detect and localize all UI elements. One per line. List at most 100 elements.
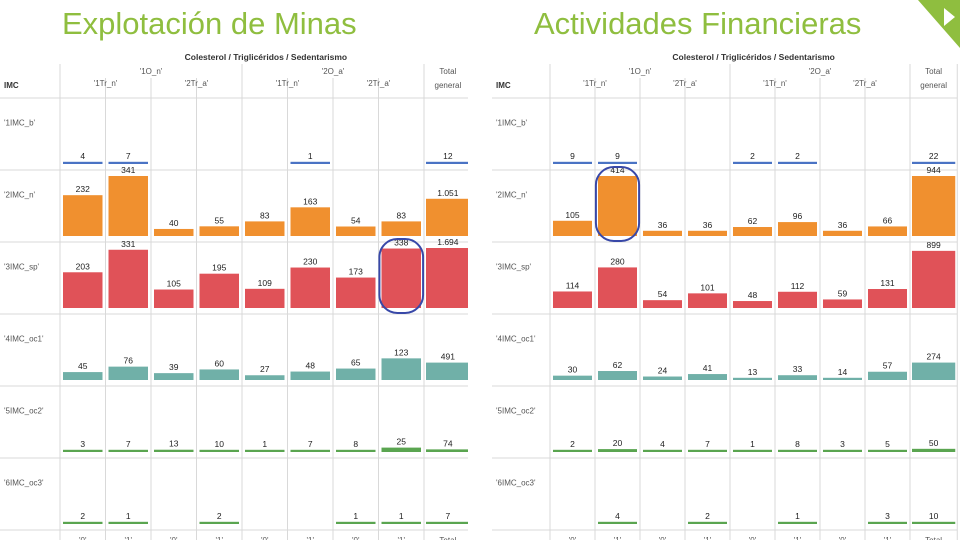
data-bar [199,521,239,524]
data-label: 105 [167,279,181,289]
total-bar [912,362,956,380]
row-label: '6IMC_oc3' [4,478,44,487]
data-bar [733,377,772,380]
chart-title: Colesterol / Triglicéridos / Sedentarism… [185,52,348,62]
data-label: 62 [748,216,758,226]
data-label: 36 [658,220,668,230]
data-bar [290,371,330,380]
data-bar [63,372,103,380]
data-bar [733,449,772,452]
bottom-label: '1' [124,536,132,540]
data-label: 3 [840,439,845,449]
data-label: 83 [397,210,407,220]
data-bar [108,249,148,308]
data-bar [336,521,376,524]
data-bar [245,449,285,452]
data-label: 54 [658,289,668,299]
row-label: '4IMC_oc1' [4,334,44,343]
data-label: 1 [750,439,755,449]
data-bar [688,230,727,236]
data-bar [381,221,421,236]
total-label: 22 [929,151,939,161]
data-label: 230 [303,257,317,267]
row-label: '5IMC_oc2' [4,406,44,415]
data-bar [199,273,239,308]
data-label: 1 [795,511,800,521]
data-bar [688,374,727,380]
total-bar [426,362,468,380]
data-bar [154,449,194,452]
total-label: 274 [927,352,941,362]
data-label: 1 [353,511,358,521]
data-bar [868,289,907,308]
data-bar [733,301,772,308]
data-label: 20 [613,438,623,448]
data-bar [63,272,103,308]
data-label: 195 [212,263,226,273]
data-label: 280 [610,256,624,266]
column-header: '1Tr_n' [763,79,787,88]
data-label: 27 [260,364,270,374]
data-bar [63,521,103,524]
row-label: '5IMC_oc2' [496,406,536,415]
data-bar [108,449,148,452]
bottom-label: '1' [794,536,802,540]
data-label: 3 [80,439,85,449]
data-label: 48 [748,290,758,300]
data-bar [63,449,103,452]
data-label: 9 [570,151,575,161]
data-bar [290,161,330,164]
data-label: 30 [568,365,578,375]
data-label: 39 [169,362,179,372]
data-bar [290,207,330,236]
group-header: '1O_n' [140,67,163,76]
total-label: 491 [441,352,455,362]
data-label: 41 [703,363,713,373]
data-bar [245,221,285,236]
data-label: 14 [838,367,848,377]
data-label: 173 [349,267,363,277]
data-bar [778,222,817,236]
data-label: 131 [880,278,894,288]
bottom-label: Total [439,536,456,540]
data-label: 341 [121,165,135,175]
data-bar [598,521,637,524]
data-bar [290,267,330,308]
data-label: 83 [260,210,270,220]
data-bar [381,447,421,452]
row-label: '2IMC_n' [496,190,528,199]
data-bar [381,521,421,524]
data-bar [245,375,285,380]
data-label: 114 [566,280,580,290]
column-header-total: Total [925,67,942,76]
data-bar [643,230,682,236]
data-bar [643,449,682,452]
total-label: 1.051 [437,188,459,198]
data-bar [643,300,682,308]
data-label: 2 [80,511,85,521]
data-label: 109 [258,278,272,288]
data-bar [778,161,817,164]
bottom-label: '1' [614,536,622,540]
data-bar [823,299,862,308]
data-label: 338 [394,238,408,248]
data-label: 105 [565,210,579,220]
data-label: 1 [126,511,131,521]
total-label: 1.694 [437,237,459,247]
data-bar [868,449,907,452]
data-label: 48 [306,361,316,371]
bottom-label: '1' [306,536,314,540]
data-bar [199,369,239,380]
data-label: 4 [615,511,620,521]
total-bar [426,198,468,236]
data-label: 60 [215,358,225,368]
data-label: 101 [700,282,714,292]
row-label: '3IMC_sp' [496,262,532,271]
data-label: 10 [215,439,225,449]
data-label: 2 [570,439,575,449]
data-label: 9 [615,151,620,161]
column-header: '1Tr_n' [94,79,118,88]
data-bar [823,449,862,452]
bottom-label: '0' [352,536,360,540]
data-label: 232 [76,184,90,194]
